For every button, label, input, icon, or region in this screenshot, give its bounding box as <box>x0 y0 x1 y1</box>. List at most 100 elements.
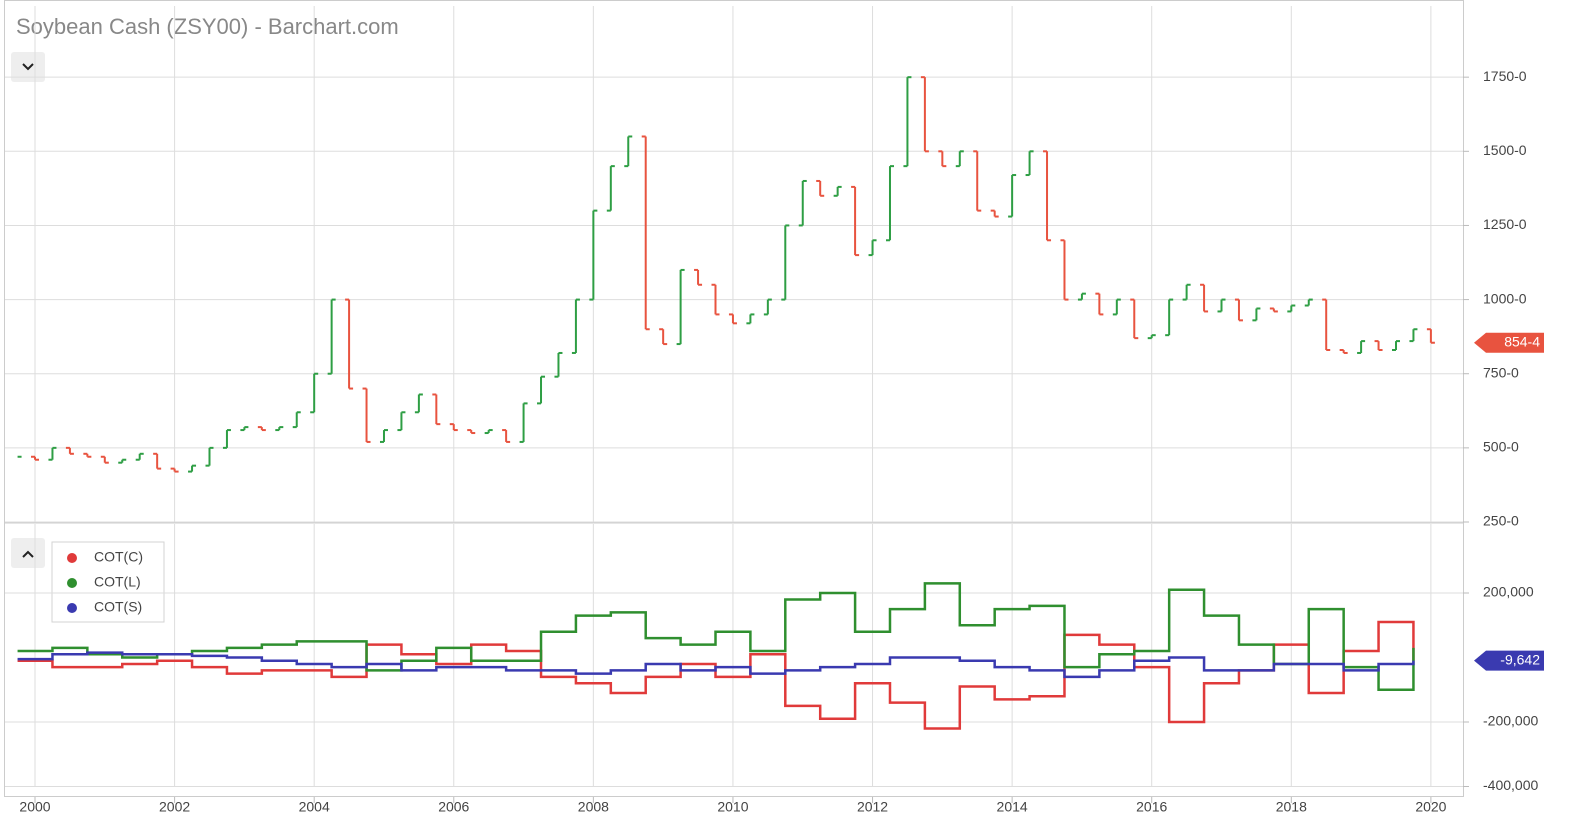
price-bar <box>240 426 249 432</box>
y-tick-label: -200,000 <box>1483 713 1538 729</box>
price-bar <box>589 209 598 301</box>
x-tick-label: 2020 <box>1415 799 1446 815</box>
price-bar <box>1147 334 1156 340</box>
cot-line <box>17 620 1415 730</box>
x-tick-label: 2000 <box>19 799 50 815</box>
price-bar <box>1200 283 1209 313</box>
price-bar <box>1322 298 1331 351</box>
price-bar <box>83 452 92 458</box>
price-bar <box>1025 150 1034 177</box>
x-tick-label: 2012 <box>857 799 888 815</box>
price-bar <box>397 411 406 432</box>
value-tag-label: 854-4 <box>1504 333 1540 349</box>
y-tick-label: 250-0 <box>1483 513 1519 529</box>
x-tick-label: 2018 <box>1276 799 1307 815</box>
price-bar <box>641 135 650 331</box>
x-tick-label: 2002 <box>159 799 190 815</box>
x-tick-label: 2008 <box>578 799 609 815</box>
price-bar <box>362 387 371 443</box>
price-bar <box>1339 349 1348 354</box>
price-bar <box>484 429 493 435</box>
price-bar <box>414 393 423 414</box>
price-bar <box>537 375 546 405</box>
price-bar <box>624 135 633 168</box>
price-bar <box>868 239 877 257</box>
price-bar <box>903 76 912 168</box>
price-bar <box>1165 298 1174 337</box>
y-tick-label: -400,000 <box>1483 777 1538 793</box>
y-tick-label: 750-0 <box>1483 364 1519 380</box>
price-bar <box>711 283 720 316</box>
price-bar <box>990 209 999 218</box>
price-bar <box>746 313 755 325</box>
price-bar <box>153 452 162 470</box>
legend-marker <box>67 553 77 563</box>
y-tick-label: 1750-0 <box>1483 68 1527 84</box>
price-bar <box>955 150 964 168</box>
price-bar <box>833 185 842 197</box>
legend-label: COT(L) <box>94 574 141 590</box>
price-bar <box>502 429 511 443</box>
price-bar <box>816 179 825 197</box>
price-bar <box>1269 307 1278 313</box>
price-bar <box>1095 292 1104 316</box>
price-bar <box>467 429 476 435</box>
price-bar <box>763 298 772 316</box>
x-tick-label: 2004 <box>299 799 330 815</box>
price-bar <box>1357 340 1366 354</box>
value-tag-label: -9,642 <box>1500 651 1540 667</box>
cot-line <box>17 582 1415 692</box>
price-bar <box>1374 340 1383 351</box>
price-bar <box>1409 328 1418 343</box>
x-tick-label: 2016 <box>1136 799 1167 815</box>
price-bar <box>571 298 580 354</box>
price-bar <box>432 393 441 426</box>
price-bar <box>310 372 319 414</box>
price-bar <box>728 313 737 325</box>
price-bar <box>1391 340 1400 351</box>
legend-marker <box>67 603 77 613</box>
legend-label: COT(C) <box>94 549 143 565</box>
price-bar <box>920 76 929 153</box>
price-bar <box>781 224 790 301</box>
chart-title: Soybean Cash (ZSY00) - Barchart.com <box>16 14 399 39</box>
price-bar <box>694 268 703 286</box>
price-bar <box>100 455 109 464</box>
price-bar <box>1077 292 1086 301</box>
price-bar <box>275 426 284 432</box>
price-bar <box>1043 150 1052 242</box>
legend-marker <box>67 578 77 588</box>
price-bar <box>973 150 982 212</box>
x-tick-label: 2006 <box>438 799 469 815</box>
price-bar <box>65 446 74 455</box>
price-bar <box>345 298 354 390</box>
price-bar <box>851 185 860 257</box>
price-bar <box>798 179 807 227</box>
price-bar <box>170 467 179 473</box>
y-tick-label: 500-0 <box>1483 439 1519 455</box>
price-bar <box>31 455 40 461</box>
price-bar <box>885 165 894 242</box>
price-bar <box>257 426 266 432</box>
price-bar <box>1130 298 1139 340</box>
x-tick-label: 2014 <box>997 799 1028 815</box>
y-tick-label: 1500-0 <box>1483 142 1527 158</box>
expand-button[interactable] <box>11 538 45 568</box>
price-bar <box>1252 307 1261 322</box>
price-bar <box>327 298 336 375</box>
y-tick-label: 200,000 <box>1483 584 1534 600</box>
y-tick-label: 1250-0 <box>1483 216 1527 232</box>
price-bar <box>1217 298 1226 313</box>
price-bar <box>519 402 528 443</box>
price-bar <box>1182 283 1191 301</box>
price-bar <box>1426 328 1435 344</box>
collapse-button[interactable] <box>11 52 45 82</box>
y-tick-label: 1000-0 <box>1483 290 1527 306</box>
price-bar <box>606 165 615 212</box>
plot-frame <box>4 0 1464 797</box>
price-bar <box>379 429 388 443</box>
value-tag <box>1474 650 1544 671</box>
price-bar <box>1234 298 1243 322</box>
